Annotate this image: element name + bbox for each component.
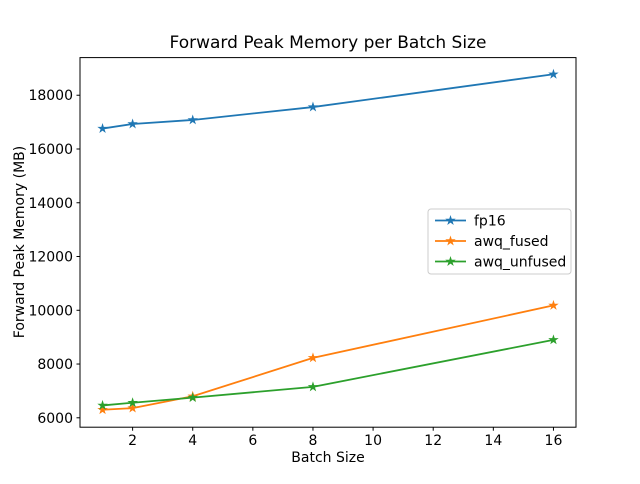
legend-sample-marker-awq_fused: [445, 235, 456, 246]
x-tick-label: 2: [128, 433, 137, 449]
y-tick-label: 10000: [28, 303, 73, 319]
chart-title: Forward Peak Memory per Batch Size: [170, 33, 487, 53]
data-point-awq_fused-x8: [307, 352, 319, 363]
data-point-awq_fused-x1: [97, 404, 108, 415]
y-tick-label: 16000: [28, 142, 73, 158]
series-line-awq_fused: [101, 304, 555, 411]
legend-box: [427, 208, 572, 275]
y-tick-label: 12000: [28, 250, 73, 266]
y-tick-label: 6000: [37, 411, 73, 427]
plot-area: 2 4 6 8 10 12 14 16 6000 8000 10000 12000 14000 16000…: [28, 57, 577, 449]
data-point-awq_fused-x2: [127, 402, 138, 413]
plot-border: [79, 57, 577, 428]
y-axis-label: Forward Peak Memory (MB): [12, 146, 28, 338]
legend-sample-marker-fp16: [445, 215, 456, 225]
legend-label-fp16: fp16: [474, 214, 506, 230]
data-point-fp16-x1: [97, 123, 108, 134]
legend-label-awq_fused: awq_fused: [474, 234, 549, 250]
data-point-fp16-x8: [307, 101, 319, 112]
data-point-awq_unfused-x1: [97, 399, 108, 410]
data-point-awq_unfused-x8: [307, 381, 319, 392]
x-tick-label: 8: [309, 433, 318, 449]
x-tick-label: 10: [364, 433, 382, 449]
data-point-awq_fused-x16: [548, 299, 559, 310]
x-tick-label: 12: [424, 433, 442, 449]
legend-label-awq_unfused: awq_unfused: [474, 255, 566, 271]
x-axis-label: Batch Size: [291, 450, 364, 466]
data-point-fp16-x16: [548, 68, 559, 79]
y-tick-label: 14000: [28, 196, 73, 212]
x-tick-label: 14: [484, 433, 502, 449]
x-tick-label: 16: [545, 433, 563, 449]
data-point-awq_unfused-x16: [548, 334, 559, 345]
series-line-awq_unfused: [101, 338, 555, 407]
legend-sample-marker-awq_unfused: [445, 256, 456, 266]
data-point-fp16-x4: [187, 114, 198, 125]
data-point-fp16-x2: [127, 118, 138, 129]
y-tick-label: 8000: [37, 357, 73, 373]
x-tick-label: 6: [248, 433, 257, 449]
data-point-awq_unfused-x2: [127, 397, 138, 408]
y-tick-label: 18000: [28, 88, 73, 104]
series-line-fp16: [101, 73, 555, 130]
data-point-awq_unfused-x4: [187, 392, 198, 403]
x-tick-label: 4: [188, 433, 197, 449]
